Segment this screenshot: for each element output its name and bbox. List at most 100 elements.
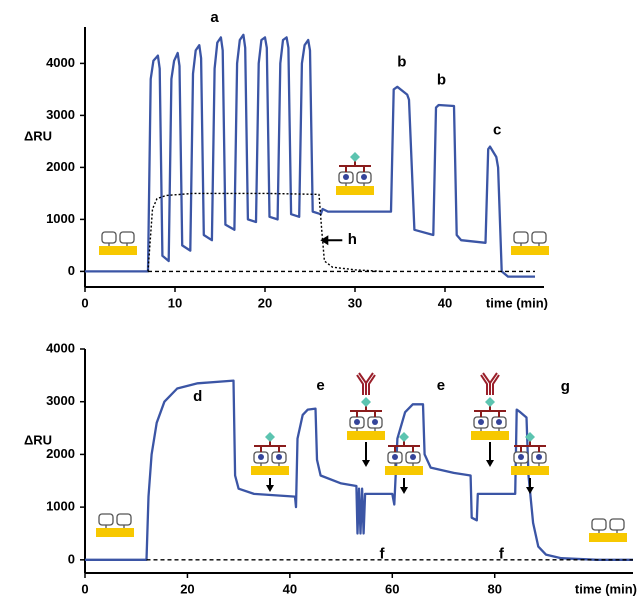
chip-icon: [347, 372, 385, 440]
trace: [147, 192, 383, 273]
y-tick-label: 0: [68, 551, 75, 566]
ligand: [350, 405, 382, 417]
antibody: [480, 372, 500, 395]
chip-surface: [511, 246, 549, 255]
y-tick-label: 4000: [46, 55, 75, 70]
chip-surface: [96, 528, 134, 537]
receptor: [119, 231, 135, 244]
x-tick-label: 20: [258, 295, 272, 310]
trace: [85, 33, 535, 278]
y-tick-label: 2000: [46, 446, 75, 461]
receptor-site: [518, 454, 524, 460]
ligand-head: [361, 397, 371, 407]
annotation: f: [380, 546, 386, 563]
y-axis-label: ΔRU: [24, 128, 52, 143]
receptor-site: [536, 454, 542, 460]
x-tick-label: 0: [81, 295, 88, 310]
ligand-head: [399, 432, 409, 442]
chip-icon: [511, 231, 549, 255]
y-tick-label: 1000: [46, 499, 75, 514]
chip-surface: [347, 431, 385, 440]
x-axis-label: time (min): [575, 581, 637, 596]
x-axis-label: time (min): [486, 295, 548, 310]
y-tick-label: 4000: [46, 340, 75, 355]
receptor-site: [392, 454, 398, 460]
y-tick-label: 0: [68, 263, 75, 278]
annotation: f: [499, 546, 505, 563]
y-axis-label: ΔRU: [24, 432, 52, 447]
chip-icon: [471, 372, 509, 440]
chip-surface: [385, 466, 423, 475]
receptor: [101, 231, 117, 244]
x-tick-label: 80: [487, 581, 501, 596]
receptor-site: [258, 454, 264, 460]
receptor-site: [410, 454, 416, 460]
receptor-site: [361, 174, 367, 180]
receptor: [116, 513, 132, 526]
annotation: e: [316, 377, 324, 394]
chip-surface: [251, 466, 289, 475]
annotation: c: [493, 121, 501, 138]
receptor: [609, 518, 625, 531]
receptor: [513, 231, 529, 244]
chip-icon: [251, 432, 289, 475]
x-tick-label: 20: [180, 581, 194, 596]
chip-icon: [336, 152, 374, 195]
trace: [85, 379, 633, 561]
x-tick-label: 60: [385, 581, 399, 596]
arrow-head: [486, 460, 494, 467]
y-tick-label: 3000: [46, 393, 75, 408]
ligand: [474, 405, 506, 417]
x-tick-label: 10: [168, 295, 182, 310]
chip-icon: [511, 432, 549, 475]
x-tick-label: 40: [438, 295, 452, 310]
receptor-site: [478, 419, 484, 425]
ligand: [339, 160, 371, 172]
annotation: d: [193, 388, 202, 405]
ligand-head: [525, 432, 535, 442]
annotation: e: [437, 377, 445, 394]
ligand-head: [350, 152, 360, 162]
annotation: b: [437, 72, 446, 89]
annotation: b: [397, 53, 406, 70]
ligand: [514, 440, 546, 452]
x-tick-label: 0: [81, 581, 88, 596]
receptor: [531, 231, 547, 244]
ligand: [254, 440, 286, 452]
chip-surface: [471, 431, 509, 440]
chip-icon: [99, 231, 137, 255]
receptor-site: [372, 419, 378, 425]
ligand: [388, 440, 420, 452]
receptor-site: [354, 419, 360, 425]
ligand-head: [485, 397, 495, 407]
y-tick-label: 2000: [46, 159, 75, 174]
antibody: [356, 372, 376, 395]
chip-surface: [336, 186, 374, 195]
receptor: [98, 513, 114, 526]
annotation: g: [561, 378, 570, 395]
arrow-head: [266, 485, 274, 492]
y-tick-label: 1000: [46, 211, 75, 226]
y-tick-label: 3000: [46, 107, 75, 122]
receptor-site: [496, 419, 502, 425]
ligand-head: [265, 432, 275, 442]
chip-icon: [96, 513, 134, 537]
arrow-head: [400, 487, 408, 494]
arrow-head: [362, 460, 370, 467]
receptor: [591, 518, 607, 531]
chip-icon: [385, 432, 423, 475]
annotation: a: [210, 9, 219, 26]
receptor-site: [276, 454, 282, 460]
arrow-head: [526, 487, 534, 494]
chip-icon: [589, 518, 627, 542]
annotation-arrowhead: [320, 235, 329, 246]
x-tick-label: 40: [283, 581, 297, 596]
annotation: h: [348, 231, 357, 248]
x-tick-label: 30: [348, 295, 362, 310]
receptor-site: [343, 174, 349, 180]
chip-surface: [511, 466, 549, 475]
chip-surface: [99, 246, 137, 255]
chip-surface: [589, 533, 627, 542]
